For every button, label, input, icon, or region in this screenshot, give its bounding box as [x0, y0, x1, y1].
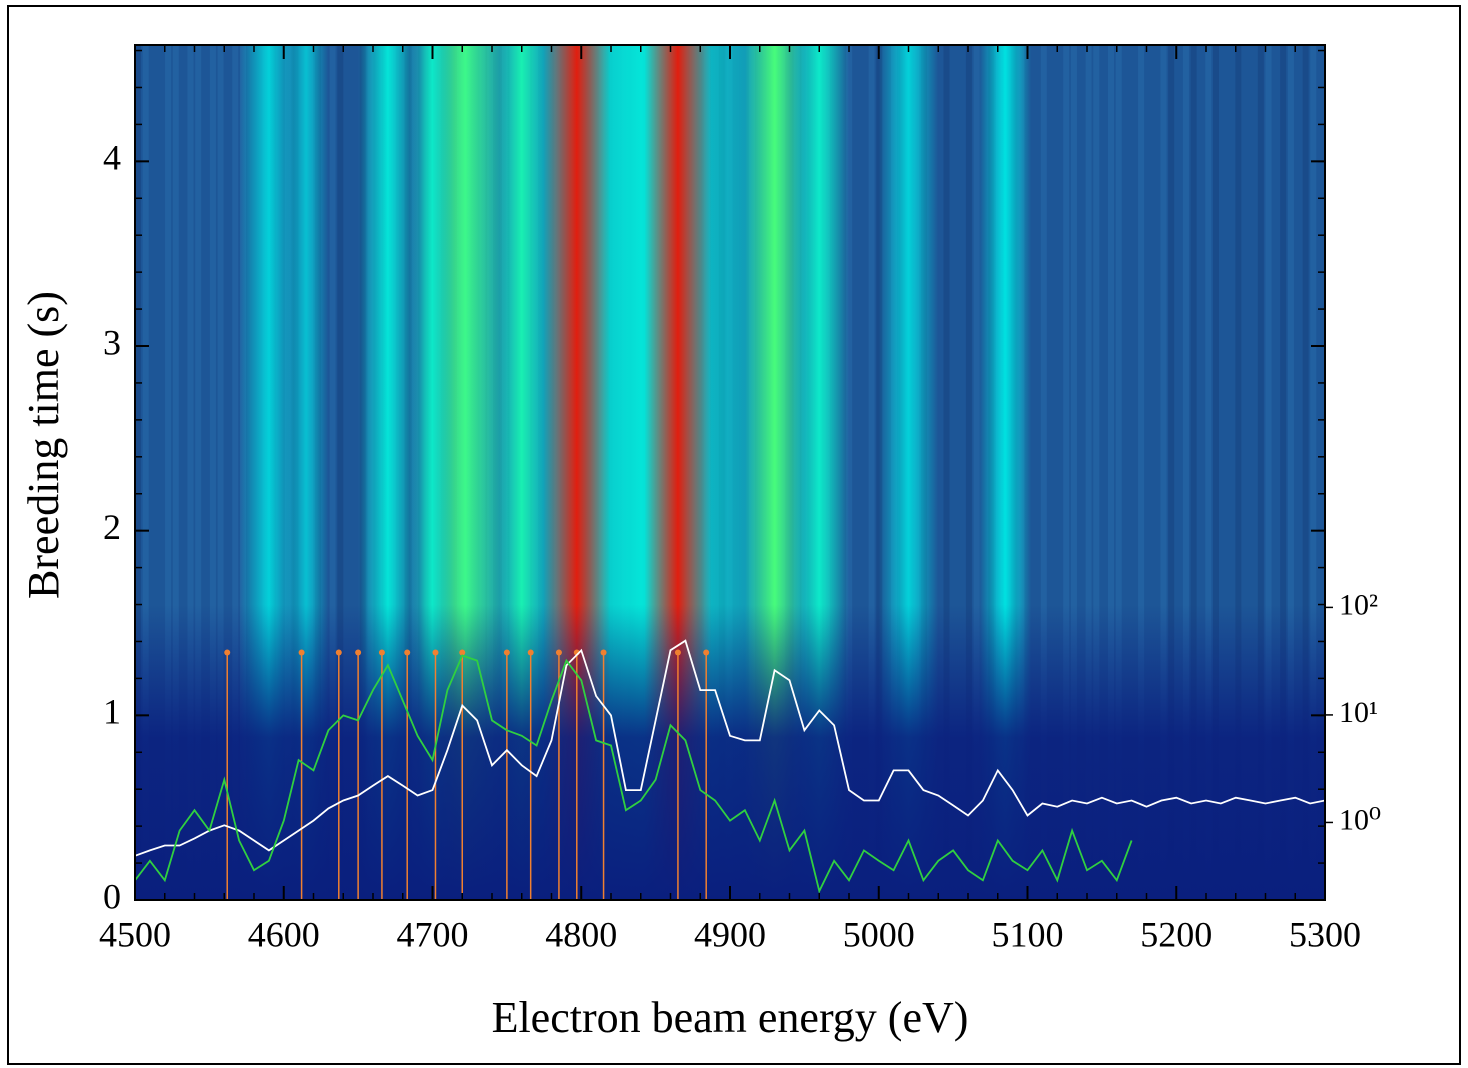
marker-dot: [335, 649, 342, 656]
x-tick-label: 4700: [397, 914, 469, 954]
y-tick-label: 3: [103, 322, 121, 362]
texture: [1160, 45, 1167, 900]
texture: [1138, 45, 1145, 900]
texture: [1235, 45, 1242, 900]
marker-dot: [527, 649, 534, 656]
marker-dot: [555, 649, 562, 656]
texture: [135, 45, 141, 900]
texture: [965, 45, 972, 900]
y-tick-label: 2: [103, 507, 121, 547]
y-tick-label: 4: [103, 138, 121, 178]
marker-dot: [224, 649, 231, 656]
texture: [1302, 45, 1309, 900]
y-tick-label: 1: [103, 692, 121, 732]
figure-frame: [7, 5, 1461, 1065]
texture: [1063, 45, 1070, 900]
x-tick-label: 5200: [1140, 914, 1212, 954]
texture: [1205, 45, 1212, 900]
texture: [868, 45, 875, 900]
x-axis-label: Electron beam energy (eV): [492, 993, 969, 1042]
marker-dot: [432, 649, 439, 656]
x-tick-label: 5300: [1289, 914, 1361, 954]
texture: [329, 45, 336, 900]
marker-dot: [600, 649, 607, 656]
texture: [846, 45, 853, 900]
texture: [943, 45, 950, 900]
x-tick-label: 4900: [694, 914, 766, 954]
heatmap: [135, 45, 1325, 900]
texture: [1115, 45, 1122, 900]
texture: [1108, 45, 1114, 900]
marker-dot: [703, 649, 710, 656]
texture: [1085, 45, 1092, 900]
plot-area: 4500 4600 4700 4800 4900 5000 5100 5200 5300 0 1 2 3…: [99, 44, 1381, 954]
texture: [1213, 45, 1219, 900]
texture: [165, 45, 172, 900]
texture: [1182, 45, 1189, 900]
texture: [1093, 45, 1100, 900]
marker-dot: [674, 649, 681, 656]
texture: [1070, 45, 1077, 900]
texture: [1287, 45, 1294, 900]
spectrum-line: [135, 654, 1133, 894]
y2-tick-label: 10⁰: [1339, 803, 1381, 836]
texture: [172, 45, 179, 900]
y-tick-label: 0: [103, 876, 121, 916]
marker-dot: [378, 649, 385, 656]
x-tick-label: 5000: [843, 914, 915, 954]
marker-dot: [503, 649, 510, 656]
texture: [1168, 45, 1175, 900]
y2-tick-label: 10¹: [1339, 696, 1378, 729]
spectrum-line: [135, 639, 1325, 857]
texture: [232, 45, 239, 900]
texture: [337, 45, 344, 900]
texture: [1257, 45, 1264, 900]
texture: [195, 45, 202, 900]
y2-tick-label: 10²: [1339, 588, 1378, 621]
marker-dot: [404, 649, 411, 656]
texture: [1280, 45, 1287, 900]
x-tick-label: 5100: [992, 914, 1064, 954]
texture: [1310, 45, 1317, 900]
texture: [1040, 45, 1047, 900]
texture: [1265, 45, 1272, 900]
texture: [1190, 45, 1197, 900]
heatmap-fade: [135, 604, 1325, 900]
x-tick-label: 4800: [545, 914, 617, 954]
marker-dot: [298, 649, 305, 656]
x-tick-label: 4600: [248, 914, 320, 954]
texture: [217, 45, 224, 900]
texture: [209, 45, 216, 900]
texture: [187, 45, 194, 900]
texture: [142, 45, 149, 900]
y-axis-label: Breeding time (s): [19, 291, 68, 599]
x-tick-label: 4500: [99, 914, 171, 954]
marker-dot: [355, 649, 362, 656]
marker-dot: [459, 649, 466, 656]
texture: [973, 45, 980, 900]
